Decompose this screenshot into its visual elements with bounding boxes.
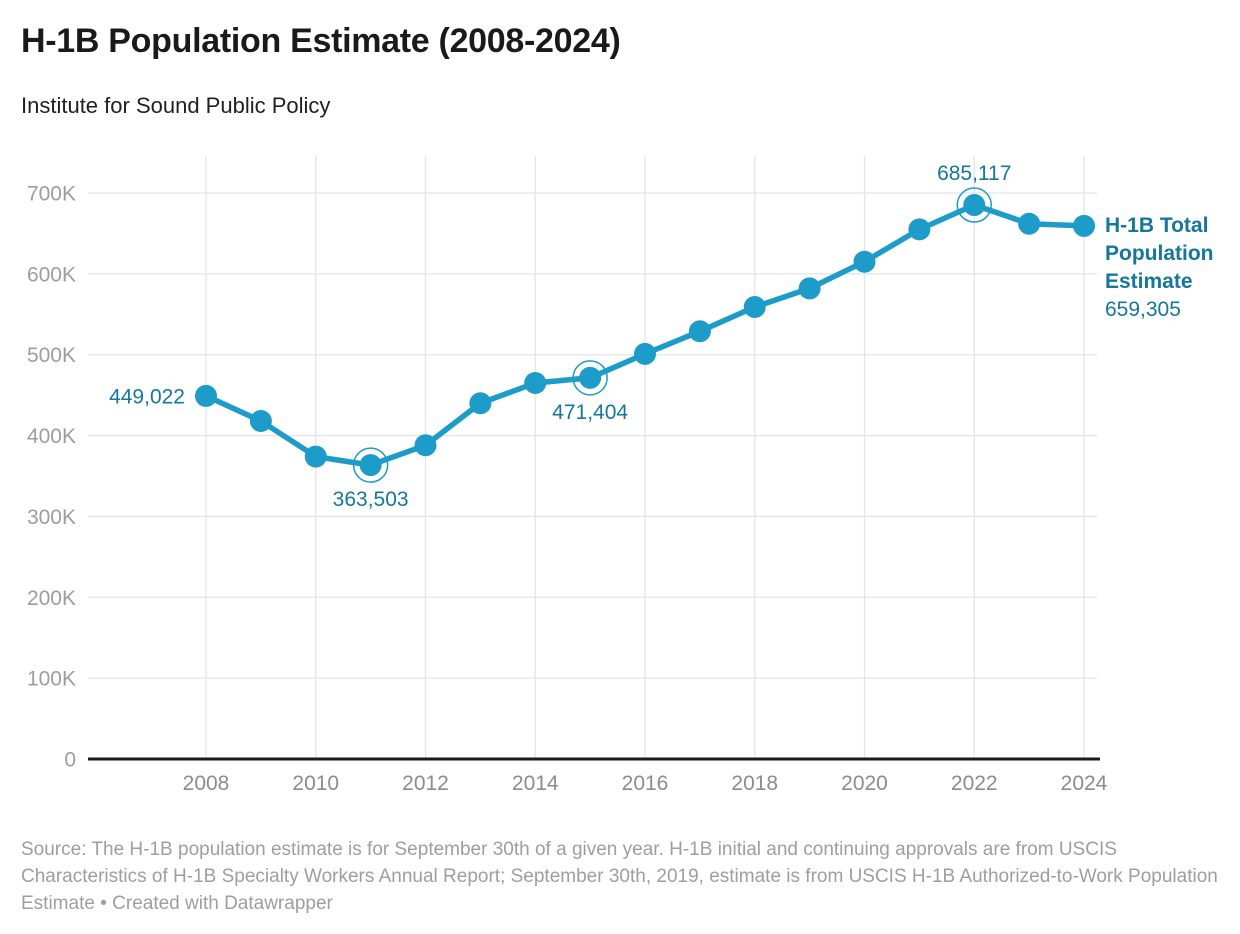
data-point-2023 [1018, 212, 1041, 235]
source-text: Source: The H-1B population estimate is … [21, 839, 1218, 914]
y-tick-label-700K: 700K [27, 183, 76, 206]
data-point-2011 [359, 454, 382, 477]
series-end-value: 659,305 [1105, 298, 1181, 321]
y-tick-label-500K: 500K [27, 344, 76, 367]
x-tick-label-2014: 2014 [512, 772, 559, 795]
data-point-2022 [963, 194, 986, 217]
data-point-2017 [688, 320, 711, 343]
data-point-2024 [1073, 214, 1095, 237]
point-label-2015: 471,404 [552, 401, 628, 424]
data-point-2016 [634, 342, 656, 365]
line-chart-area: 0 100K 200K 300K 400K 500K 600K 700K 2008 2010 201… [0, 140, 1240, 840]
page-title: H-1B Population Estimate (2008-2024) [21, 22, 621, 60]
point-label-2022: 685,117 [937, 162, 1011, 185]
data-point-2014 [524, 372, 547, 395]
x-tick-label-2018: 2018 [731, 772, 778, 795]
data-point-2012 [414, 434, 437, 457]
y-tick-label-200K: 200K [27, 587, 76, 610]
y-tick-label-600K: 600K [27, 263, 76, 286]
data-point-2019 [798, 277, 821, 300]
data-point-2013 [469, 392, 492, 415]
line-chart-svg: 0 100K 200K 300K 400K 500K 600K 700K 2008 2010 201… [27, 156, 1108, 795]
series-end-label: H-1B Total Population Estimate 659,305 [1105, 212, 1235, 324]
data-point-2021 [908, 218, 931, 241]
source-note: Source: The H-1B population estimate is … [21, 836, 1221, 917]
data-point-2015 [579, 366, 602, 389]
footer-separator: • [100, 893, 107, 914]
data-point-2008 [195, 384, 217, 407]
x-tick-label-2010: 2010 [292, 772, 339, 795]
x-tick-label-2016: 2016 [622, 772, 669, 795]
y-tick-label-100K: 100K [27, 668, 76, 691]
y-tick-label-0: 0 [64, 749, 76, 772]
highlight-ring-2022 [956, 187, 992, 223]
highlight-ring-2011 [352, 447, 389, 483]
x-tick-label-2022: 2022 [951, 772, 998, 795]
y-tick-label-400K: 400K [27, 425, 76, 448]
x-tick-label-2008: 2008 [183, 772, 230, 795]
data-point-2009 [249, 410, 272, 433]
point-label-2011: 363,503 [333, 488, 409, 511]
highlight-ring-2015 [572, 360, 608, 396]
x-tick-label-2020: 2020 [841, 772, 888, 795]
data-point-2020 [853, 250, 876, 273]
data-point-2018 [743, 296, 766, 319]
chart-subtitle: Institute for Sound Public Policy [21, 93, 331, 118]
y-tick-label-300K: 300K [27, 506, 76, 529]
x-tick-label-2024: 2024 [1061, 772, 1108, 795]
point-label-2008: 449,022 [109, 385, 185, 408]
x-tick-label-2012: 2012 [402, 772, 449, 795]
datawrapper-credit-link[interactable]: Created with Datawrapper [112, 893, 333, 914]
series-name-label: H-1B Total Population Estimate [1105, 214, 1214, 293]
data-point-2010 [304, 445, 327, 468]
